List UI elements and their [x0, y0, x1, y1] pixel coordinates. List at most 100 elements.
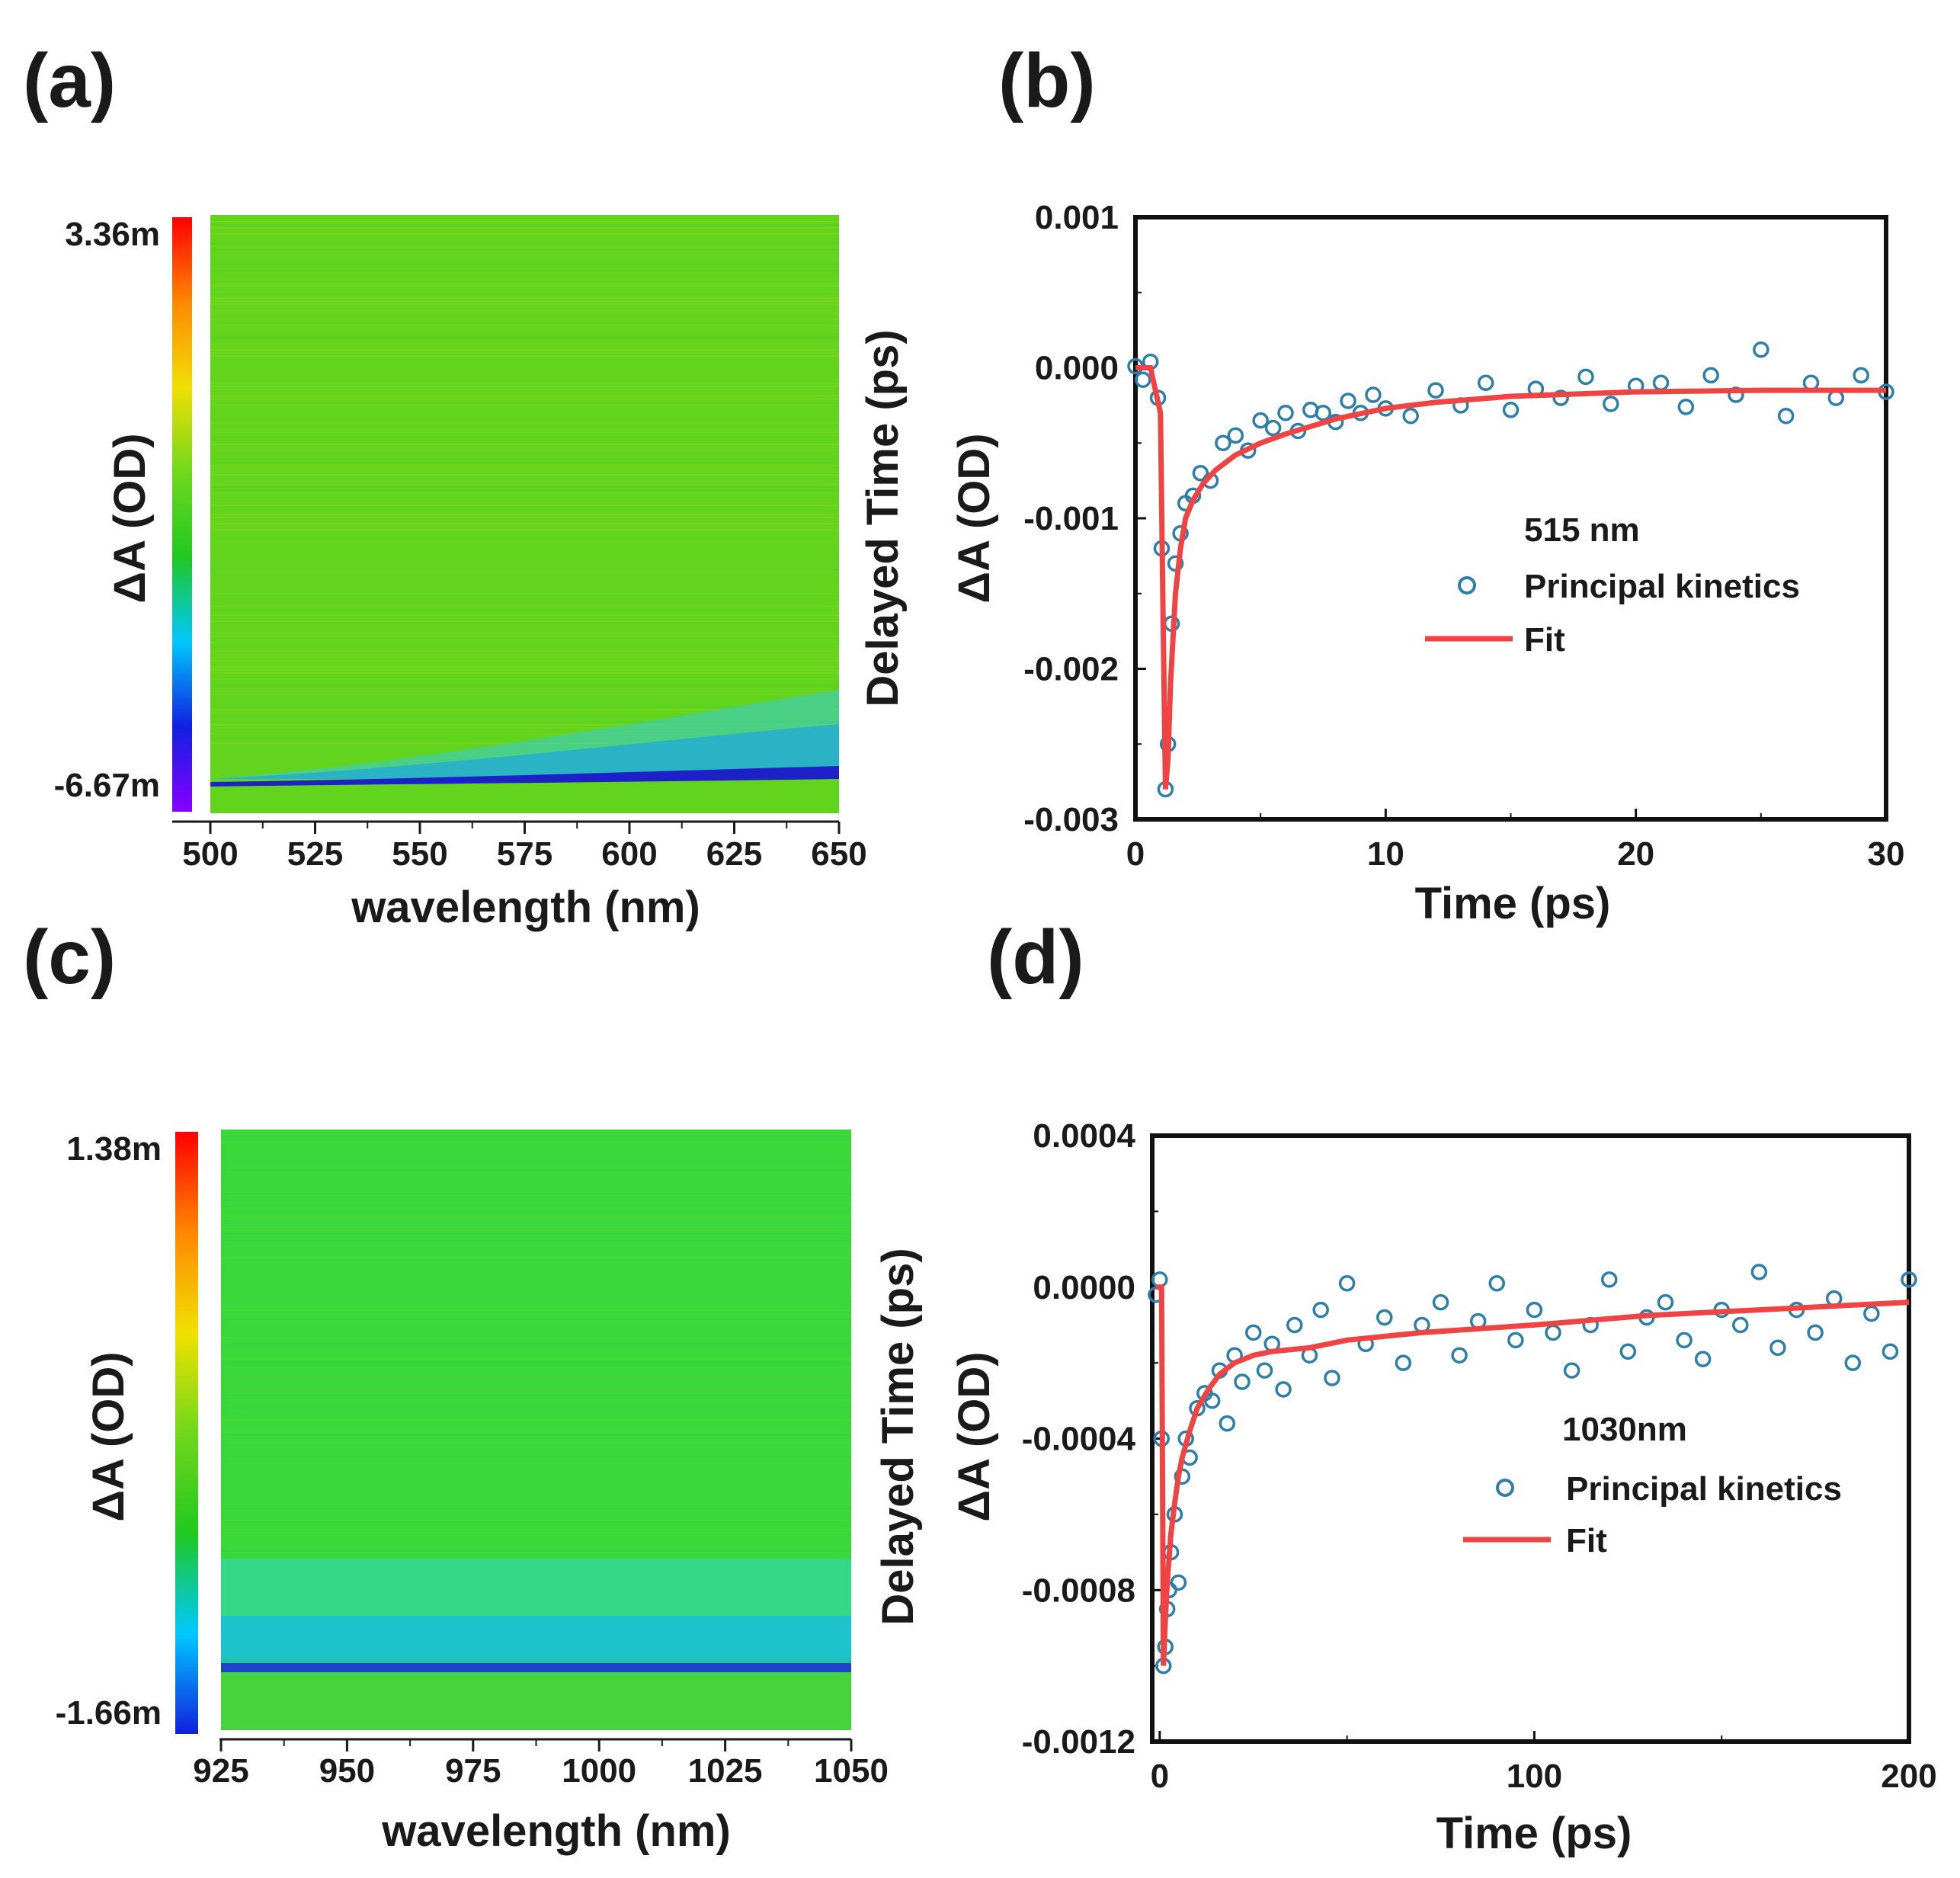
- plot-d-data-point: [1219, 1415, 1236, 1432]
- plot-d-data-point: [1488, 1275, 1506, 1292]
- plot-d-data-point: [1882, 1343, 1899, 1360]
- heatmap-a-streak: [210, 483, 839, 485]
- heatmap-c-streak: [221, 1218, 851, 1219]
- legend-b-label-fit: Fit: [1524, 621, 1565, 659]
- plot-d-data-point: [1507, 1332, 1524, 1349]
- x-axis-a-tick-label: 650: [811, 835, 866, 873]
- heatmap-a-bleach-mid: [210, 724, 839, 779]
- heatmap-a-streak: [210, 233, 839, 235]
- plot-b-data-point: [1652, 374, 1670, 391]
- plot-b-data-point: [1702, 367, 1719, 384]
- plot-b-data-point: [1215, 434, 1231, 451]
- heatmap-c-streak: [221, 1456, 851, 1457]
- plot-b-data-point: [1135, 371, 1151, 389]
- panel-b: 0 10 20 30 0.001 0.000 -0.001 -0.002 -0.003 515 …: [950, 199, 1904, 928]
- heatmap-c-streak: [221, 1312, 851, 1314]
- plot-d-data-point: [1619, 1343, 1637, 1360]
- heatmap-c-streak: [221, 1407, 851, 1408]
- heatmap-a-streak: [210, 465, 839, 466]
- plot-d-y-tick-label: -0.0012: [1022, 1723, 1135, 1761]
- x-axis-c-tick-label: 1025: [688, 1752, 763, 1790]
- heatmap-a-streak: [210, 633, 839, 634]
- plot-d-data-point: [1286, 1316, 1303, 1334]
- heatmap-a-streak: [210, 660, 839, 662]
- plot-b-data-point: [1577, 368, 1594, 386]
- ticks-b: 0 10 20 30 0.001 0.000 -0.001 -0.002 -0.003: [1023, 199, 1904, 873]
- plot-d-x-tick-label: 200: [1881, 1758, 1936, 1795]
- plot-b-data-point: [1502, 402, 1520, 418]
- plot-d-data-point: [1676, 1332, 1693, 1349]
- y-axis-title-c: Delayed Time (ps): [873, 1248, 923, 1625]
- heatmap-c-streak: [221, 1169, 851, 1171]
- heatmap-a-streak: [210, 526, 839, 527]
- heatmap-c-streak: [221, 1428, 851, 1430]
- panel-label-a: (a): [23, 38, 116, 123]
- x-axis-title-a: wavelength (nm): [351, 883, 700, 932]
- plot-frame-d: [1150, 1133, 1911, 1744]
- heatmap-a-streak: [210, 285, 839, 287]
- heatmap-c-streak: [221, 1136, 851, 1137]
- heatmap-a-streak: [210, 300, 839, 302]
- heatmap-c-streak: [221, 1389, 851, 1390]
- heatmap-a-streak: [210, 620, 839, 622]
- heatmap-a-streak: [210, 224, 839, 226]
- plot-d-data-point: [1256, 1362, 1273, 1379]
- heatmap-a-streak: [210, 386, 839, 387]
- heatmap-c-bleach-band: [221, 1663, 851, 1672]
- heatmap-a-streak: [210, 614, 839, 616]
- heatmap-a-streak: [210, 709, 839, 710]
- heatmap-c-streak: [221, 1404, 851, 1405]
- plot-d-data-point: [1338, 1275, 1356, 1292]
- heatmap-c-streak: [221, 1520, 851, 1521]
- colorbar-c-min-label: -1.66m: [56, 1694, 162, 1732]
- heatmap-c-streak: [221, 1398, 851, 1399]
- x-axis-a-tick-label: 525: [287, 835, 343, 873]
- plot-d-data-point: [1563, 1362, 1580, 1379]
- plot-d-data-point: [1526, 1301, 1543, 1319]
- plot-d-data-point: [1234, 1373, 1251, 1390]
- heatmap-c-streak: [221, 1139, 851, 1140]
- plot-b-data-point: [1252, 412, 1269, 429]
- plot-b-data-point: [1477, 374, 1494, 391]
- heatmap-a-streak: [210, 422, 839, 424]
- heatmap-a-streak: [210, 450, 839, 451]
- heatmap-c-streak: [221, 1547, 851, 1549]
- heatmap-c-streak: [221, 1431, 851, 1433]
- heatmap-c-streak: [221, 1376, 851, 1378]
- panel-label-b: (b): [998, 38, 1096, 123]
- legend-d-label-fit: Fit: [1566, 1522, 1607, 1559]
- heatmap-a-streak: [210, 529, 839, 530]
- annotation-b: 515 nm: [1524, 511, 1640, 549]
- x-axis-title-b: Time (ps): [1415, 879, 1611, 928]
- x-axis-c-tick-label: 950: [319, 1752, 375, 1790]
- heatmap-a-streak: [210, 569, 839, 570]
- heatmap-c: [221, 1130, 851, 1730]
- panel-d: 0 100 200 0.0004 0.0000 -0.0004 -0.0008 -0.0012…: [950, 1117, 1937, 1858]
- plot-d-y-tick-label: -0.0004: [1022, 1421, 1136, 1458]
- plot-d-data-point: [1694, 1351, 1712, 1367]
- heatmap-a-streak: [210, 486, 839, 488]
- plot-b-y-tick-label: -0.003: [1023, 801, 1119, 838]
- plot-d-y-tick-label: 0.0004: [1033, 1117, 1135, 1155]
- fit-line-b: [1135, 365, 1886, 790]
- heatmap-a-streak: [210, 328, 839, 329]
- x-axis-c-tick-label: 925: [193, 1752, 248, 1790]
- heatmap-a-streak: [210, 352, 839, 354]
- plot-b-y-tick-label: 0.001: [1035, 199, 1119, 236]
- heatmap-a-streak: [210, 404, 839, 405]
- heatmap-a-streak: [210, 691, 839, 692]
- fit-line-d: [1155, 1284, 1910, 1666]
- y-axis-title-a: Delayed Time (ps): [858, 329, 908, 707]
- x-axis-a-tick-label: 625: [706, 835, 762, 873]
- heatmap-c-streak: [221, 1309, 851, 1311]
- heatmap-c-streak: [221, 1212, 851, 1213]
- colorbar-c-title: ΔA (OD): [84, 1351, 133, 1521]
- heatmap-c-streak: [221, 1535, 851, 1537]
- plot-d-data-point: [1151, 1271, 1168, 1288]
- heatmap-c-streak: [221, 1215, 851, 1216]
- colorbar-c: [175, 1132, 198, 1734]
- heatmap-c-streak: [221, 1227, 851, 1229]
- x-axis-c-tick-label: 975: [445, 1752, 501, 1790]
- heatmap-a-streak: [210, 462, 839, 463]
- heatmap-c-streak: [221, 1434, 851, 1436]
